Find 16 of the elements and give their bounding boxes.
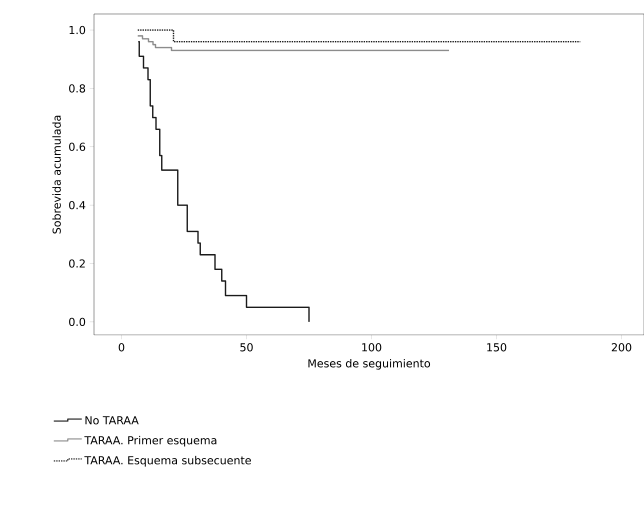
y-tick-label: 0.4 [69, 200, 86, 210]
legend-label: No TARAA [85, 416, 139, 424]
x-tick-label: 150 [487, 343, 506, 352]
y-tick-label: 0.0 [69, 318, 86, 326]
y-tick-label: 1.0 [70, 26, 86, 34]
y-axis-title: Sobrevida acumulada [52, 116, 61, 234]
y-tick-label: 0.2 [69, 259, 85, 268]
x-axis-title: Meses de seguimiento [308, 358, 430, 370]
x-tick-label: 200 [612, 343, 632, 352]
x-tick-label: 50 [240, 343, 253, 352]
x-tick-label: 0 [118, 343, 124, 352]
y-tick-label: 0.6 [69, 142, 86, 151]
x-tick-label: 100 [362, 343, 382, 352]
legend-label: TARAA. Primer esquema [84, 436, 216, 447]
y-tick-label: 0.8 [69, 84, 86, 93]
legend-label: TARAA. Esquema subsecuente [84, 456, 251, 467]
